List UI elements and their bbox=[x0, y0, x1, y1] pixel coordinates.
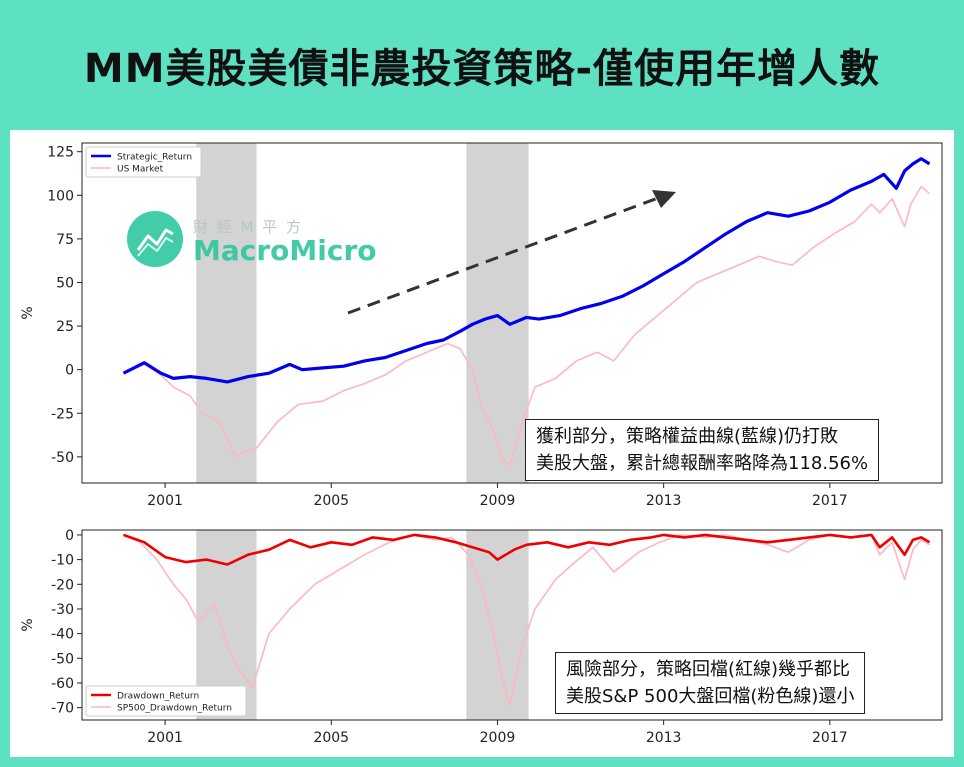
y-tick-label: 100 bbox=[47, 188, 74, 204]
annotation-profit: 獲利部分，策略權益曲線(藍線)仍打敗 美股大盤，累計總報酬率略降為118.56% bbox=[525, 419, 880, 481]
y-tick-label: 75 bbox=[56, 232, 74, 248]
annotation-profit-line-2: 美股大盤，累計總報酬率略降為118.56% bbox=[536, 453, 869, 474]
y-tick-label: -60 bbox=[51, 676, 74, 692]
legend-entry-label: Drawdown_Return bbox=[117, 692, 199, 702]
x-tick-label: 2001 bbox=[147, 493, 183, 509]
y-tick-label: -25 bbox=[51, 406, 74, 422]
y-tick-label: 50 bbox=[56, 275, 74, 291]
watermark-en: MacroMicro bbox=[193, 234, 377, 267]
logo-chart-stroke-icon bbox=[136, 228, 174, 251]
annotation-risk-line-1: 風險部分，策略回檔(紅線)幾乎都比 bbox=[566, 659, 851, 680]
chart-panel: 125 100 75 50 25 0 -25 -50 2001 2005 2009 2013 2017%… bbox=[10, 130, 954, 757]
y-tick-label: -20 bbox=[51, 577, 74, 593]
y-tick-label: -50 bbox=[51, 450, 74, 466]
recession-shade-0-0 bbox=[196, 143, 257, 483]
x-tick-label: 2009 bbox=[480, 730, 516, 746]
x-tick-label: 2005 bbox=[313, 493, 349, 509]
x-tick-label: 2005 bbox=[313, 730, 349, 746]
recession-shade-1-1 bbox=[466, 530, 529, 720]
y-tick-label: -10 bbox=[51, 553, 74, 569]
legend-entry-label: SP500_Drawdown_Return bbox=[117, 704, 232, 714]
legend-entry-label: Strategic_Return bbox=[117, 153, 192, 163]
y-tick-label: -70 bbox=[51, 701, 74, 717]
legend-box bbox=[85, 146, 202, 178]
annotation-risk: 風險部分，策略回檔(紅線)幾乎都比 美股S&P 500大盤回檔(粉色線)還小 bbox=[555, 652, 866, 714]
y-tick-label: -40 bbox=[51, 627, 74, 643]
trend-arrow-head-icon bbox=[652, 190, 676, 208]
plot-frame-0 bbox=[81, 142, 943, 484]
series-line-drawdown-return bbox=[123, 533, 931, 566]
x-tick-label: 2017 bbox=[812, 493, 848, 509]
legend-entry-label: US Market bbox=[117, 165, 164, 175]
y-axis-label: % bbox=[20, 618, 36, 631]
series-line-strategic-return bbox=[122, 157, 931, 384]
watermark-cn: 財 經 M 平 方 bbox=[193, 218, 303, 236]
recession-shade-0-1 bbox=[466, 143, 529, 483]
plot-frame-1 bbox=[81, 529, 943, 721]
y-axis-label: % bbox=[20, 306, 36, 319]
y-tick-label: 0 bbox=[65, 363, 74, 379]
y-tick-label: 25 bbox=[56, 319, 74, 335]
legend-box bbox=[85, 685, 247, 717]
page-title: MM美股美債非農投資策略-僅使用年增人數 bbox=[83, 46, 881, 92]
logo-chart-stroke2-icon bbox=[137, 237, 174, 257]
annotation-risk-line-2: 美股S&P 500大盤回檔(粉色線)還小 bbox=[566, 686, 855, 707]
y-tick-label: 0 bbox=[65, 528, 74, 544]
x-tick-label: 2013 bbox=[646, 493, 682, 509]
y-tick-label: -30 bbox=[51, 602, 74, 618]
x-tick-label: 2017 bbox=[812, 730, 848, 746]
x-tick-label: 2001 bbox=[147, 730, 183, 746]
header-banner: MM美股美債非農投資策略-僅使用年增人數 bbox=[0, 0, 964, 130]
trend-arrow-line bbox=[347, 196, 659, 315]
y-tick-label: -50 bbox=[51, 651, 74, 667]
macromicro-chart-logo-icon bbox=[127, 211, 183, 267]
annotation-profit-line-1: 獲利部分，策略權益曲線(藍線)仍打敗 bbox=[536, 426, 839, 447]
x-tick-label: 2009 bbox=[480, 493, 516, 509]
x-tick-label: 2013 bbox=[646, 730, 682, 746]
charts-svg: 125 100 75 50 25 0 -25 -50 2001 2005 2009 2013 2017%… bbox=[20, 142, 943, 746]
series-line-us market bbox=[123, 185, 931, 467]
y-tick-label: 125 bbox=[47, 145, 74, 161]
